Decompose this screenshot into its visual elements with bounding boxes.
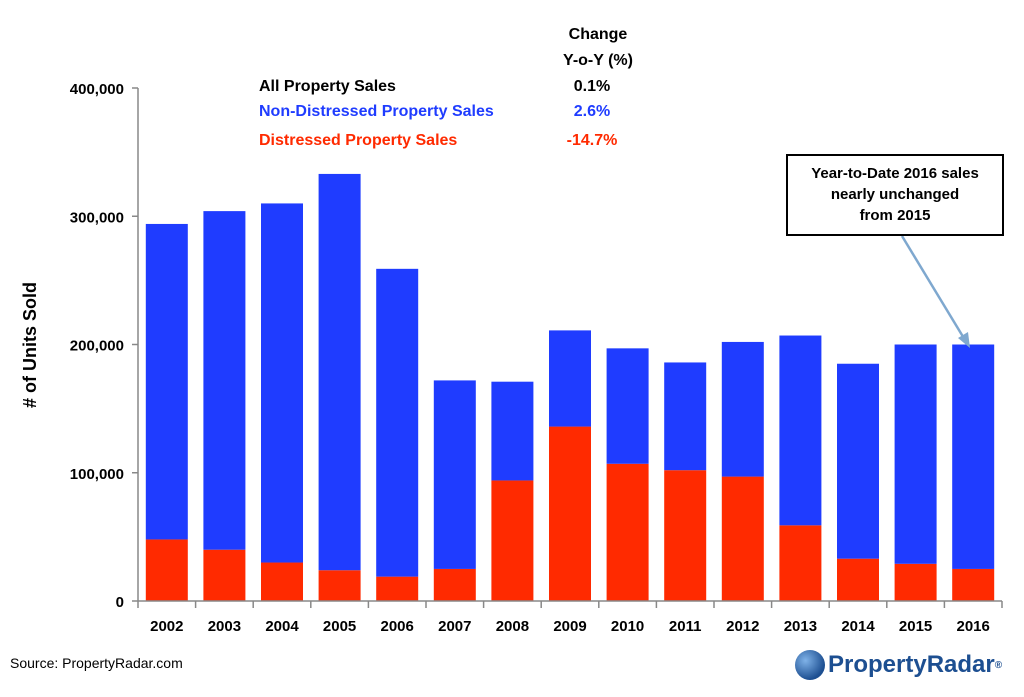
non-distressed-bar-2003	[203, 211, 246, 550]
x-tick-label: 2006	[381, 618, 414, 635]
distressed-bar-2007	[433, 568, 476, 601]
legend-non-distressed: Non-Distressed Property Sales	[259, 103, 494, 120]
x-tick-label: 2012	[726, 618, 759, 635]
y-tick-label: 300,000	[70, 209, 124, 226]
registered-mark: ®	[994, 659, 1003, 671]
non-distressed-bar-2013	[779, 335, 822, 526]
change-header-line2: Y-o-Y (%)	[563, 52, 633, 69]
non-distressed-bar-2009	[549, 330, 591, 427]
callout-line-2: nearly unchanged	[830, 186, 960, 203]
non-distressed-bar-2007	[433, 380, 476, 569]
distressed-bar-2004	[261, 562, 303, 601]
non-distressed-bar-2010	[606, 348, 649, 464]
x-tick-label: 2004	[265, 618, 299, 635]
distressed-bar-2005	[318, 570, 361, 601]
non-distressed-bar-2008	[491, 381, 534, 481]
x-tick-label: 2003	[208, 618, 241, 635]
y-tick-label: 200,000	[70, 338, 124, 355]
y-tick-label: 0	[116, 594, 124, 611]
x-tick-label: 2008	[496, 618, 529, 635]
non-distressed-bar-2006	[376, 268, 419, 577]
x-tick-label: 2002	[150, 618, 183, 635]
callout-line-1: Year-to-Date 2016 sales	[811, 165, 979, 182]
x-tick-label: 2009	[553, 618, 586, 635]
y-tick-label: 400,000	[70, 81, 124, 98]
y-tick-label: 100,000	[70, 466, 124, 483]
callout-arrow-head	[958, 332, 970, 348]
distressed-bar-2002	[145, 539, 188, 601]
change-distressed: -14.7%	[566, 132, 618, 149]
distressed-bar-2011	[664, 470, 707, 601]
non-distressed-bar-2011	[664, 362, 707, 471]
distressed-bar-2010	[606, 463, 649, 601]
callout-arrow	[900, 235, 967, 341]
propertyradar-logo: PropertyRadar ®	[795, 650, 1002, 680]
logo-text: PropertyRadar	[828, 651, 995, 678]
legend-all-property-sales: All Property Sales	[259, 78, 396, 95]
x-tick-label: 2010	[611, 618, 644, 635]
distressed-bar-2013	[779, 525, 822, 601]
distressed-bar-2006	[376, 576, 419, 601]
change-header-line1: Change	[568, 26, 628, 43]
annotation-callout: Year-to-Date 2016 sales nearly unchanged…	[786, 154, 1004, 236]
change-non-distressed: 2.6%	[573, 103, 611, 120]
distressed-bar-2009	[549, 426, 591, 601]
non-distressed-bar-2012	[721, 341, 764, 477]
change-all: 0.1%	[573, 78, 611, 95]
x-tick-label: 2013	[784, 618, 817, 635]
non-distressed-bar-2014	[837, 363, 879, 559]
x-tick-label: 2007	[438, 618, 471, 635]
non-distressed-bar-2004	[261, 203, 303, 563]
distressed-bar-2015	[894, 563, 937, 601]
distressed-bar-2016	[952, 568, 995, 601]
x-tick-label: 2016	[957, 618, 990, 635]
change-header: Change Y-o-Y (%)	[558, 22, 638, 74]
non-distressed-bar-2015	[894, 344, 937, 564]
legend-distressed: Distressed Property Sales	[259, 132, 458, 149]
x-tick-label: 2011	[669, 618, 702, 635]
source-note: Source: PropertyRadar.com	[10, 655, 183, 671]
distressed-bar-2008	[491, 480, 534, 601]
distressed-bar-2012	[721, 476, 764, 601]
non-distressed-bar-2016	[952, 344, 995, 569]
callout-line-3: from 2015	[859, 207, 931, 224]
x-tick-label: 2005	[323, 618, 356, 635]
distressed-bar-2003	[203, 549, 246, 601]
non-distressed-bar-2002	[145, 223, 188, 540]
x-tick-label: 2015	[899, 618, 932, 635]
y-axis-label: # of Units Sold	[20, 282, 40, 408]
non-distressed-bar-2005	[318, 173, 361, 571]
distressed-bar-2014	[837, 558, 879, 601]
x-tick-label: 2014	[841, 618, 875, 635]
globe-icon	[795, 650, 825, 680]
